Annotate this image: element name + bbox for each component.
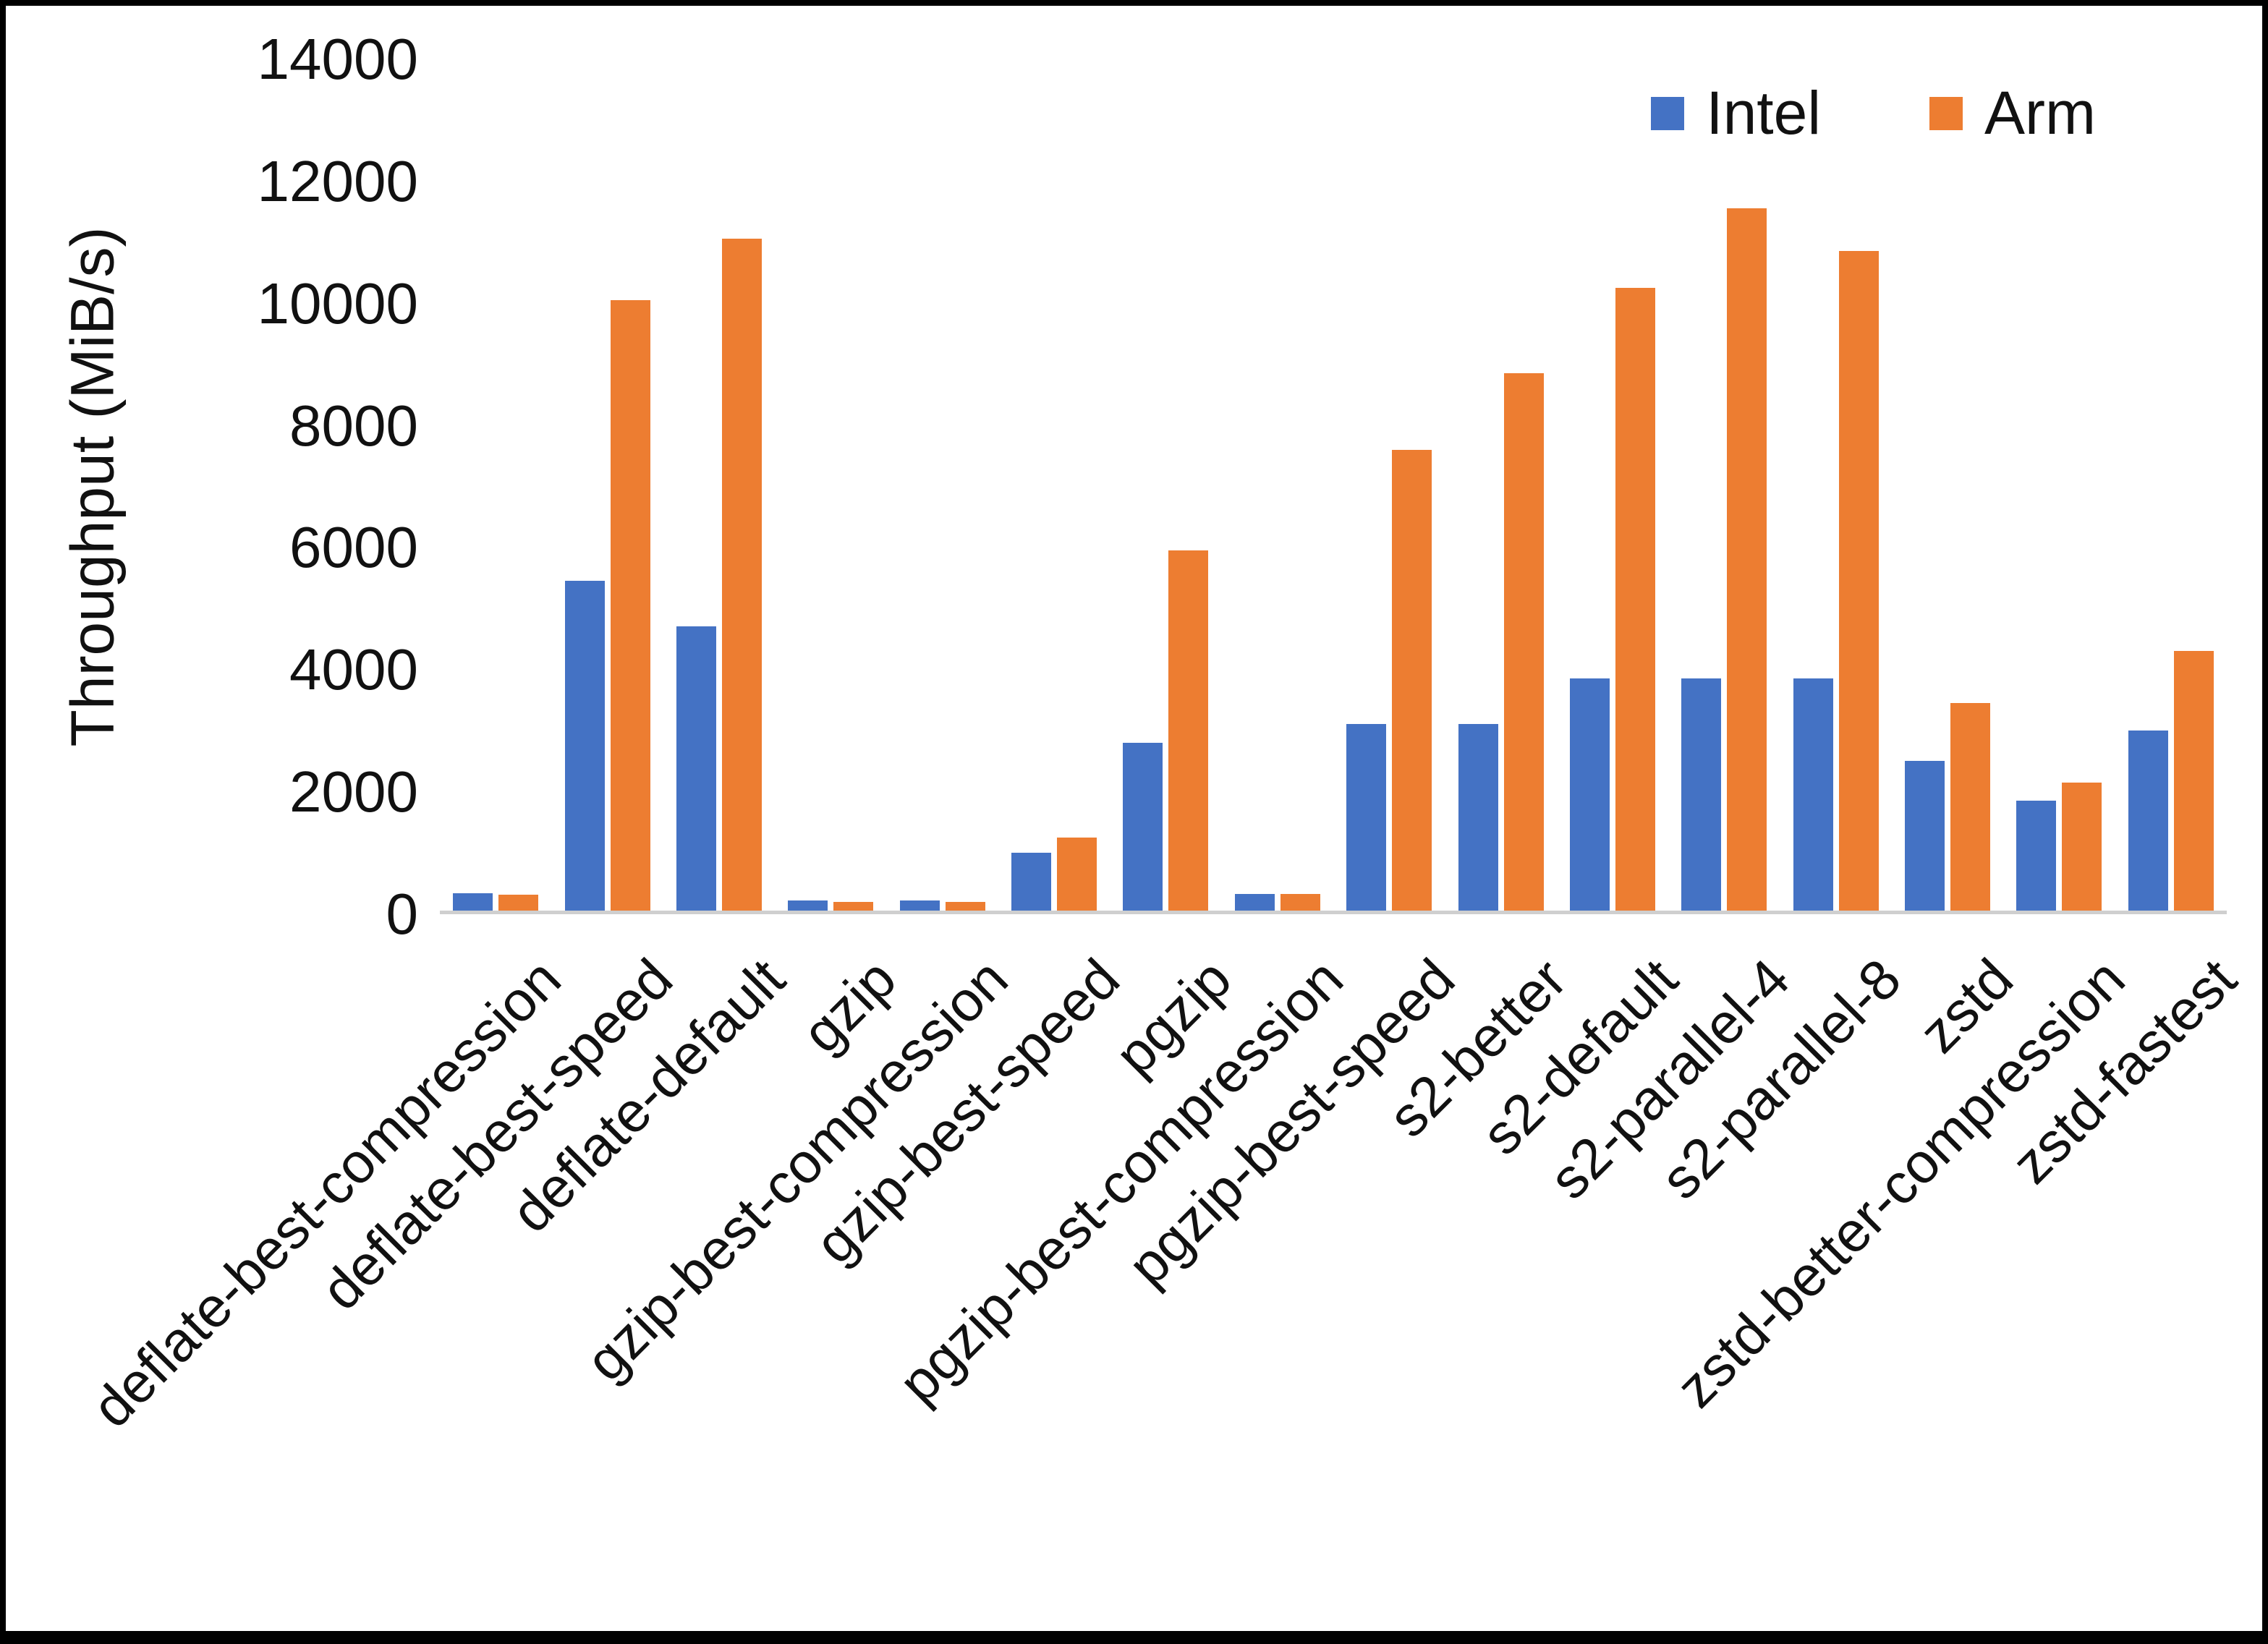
bar-arm-s2-default <box>1615 288 1655 911</box>
legend-label: Intel <box>1706 79 1822 147</box>
plot-area <box>440 59 2227 914</box>
bar-arm-pgzip-best-speed <box>1392 450 1432 911</box>
bar-intel-s2-parallel-8 <box>1793 678 1833 911</box>
bar-intel-gzip <box>788 900 828 911</box>
legend-swatch-intel-icon <box>1651 96 1685 130</box>
bar-arm-gzip-best-compression <box>946 902 985 911</box>
bar-arm-zstd-fastest <box>2174 651 2214 911</box>
legend-label: Arm <box>1984 79 2096 147</box>
y-axis-tick-label: 6000 <box>289 515 418 580</box>
y-axis-tick-label: 4000 <box>289 637 418 702</box>
legend: Intel Arm <box>1651 78 2096 148</box>
bar-intel-gzip-best-compression <box>900 900 940 911</box>
bar-arm-s2-parallel-8 <box>1839 251 1879 911</box>
x-axis-label: deflate-best-compression <box>80 946 574 1440</box>
bar-arm-deflate-best-compression <box>498 895 538 911</box>
bar-intel-pgzip-best-speed <box>1346 724 1386 911</box>
bar-intel-zstd-better-compression <box>2016 801 2056 911</box>
bar-arm-gzip <box>833 902 873 911</box>
y-axis-tick-label: 12000 <box>257 148 418 213</box>
bar-arm-pgzip-best-compression <box>1280 894 1320 911</box>
y-axis-tick-labels: 0 2000 4000 6000 8000 10000 12000 14000 <box>6 6 418 1631</box>
legend-swatch-arm-icon <box>1929 96 1963 130</box>
y-axis-tick-label: 10000 <box>257 271 418 336</box>
y-axis-tick-label: 14000 <box>257 27 418 91</box>
bar-arm-deflate-best-speed <box>611 300 650 911</box>
bar-intel-pgzip <box>1123 743 1163 911</box>
bar-arm-zstd <box>1950 703 1990 911</box>
bar-arm-zstd-better-compression <box>2062 783 2102 911</box>
legend-item-intel: Intel <box>1651 78 1821 148</box>
bar-intel-deflate-best-compression <box>453 893 493 911</box>
bar-intel-s2-parallel-4 <box>1681 678 1721 911</box>
bar-intel-zstd-fastest <box>2128 731 2168 911</box>
bar-intel-gzip-best-speed <box>1011 853 1051 911</box>
bar-arm-s2-better <box>1504 373 1544 911</box>
legend-item-arm: Arm <box>1929 78 2096 148</box>
bar-intel-deflate-default <box>676 626 716 911</box>
bar-intel-s2-better <box>1458 724 1498 911</box>
bar-intel-deflate-best-speed <box>565 581 605 911</box>
y-axis-tick-label: 0 <box>386 882 419 946</box>
bar-arm-deflate-default <box>722 239 762 911</box>
bar-intel-s2-default <box>1570 678 1610 911</box>
x-axis-labels: deflate-best-compression deflate-best-spe… <box>6 6 2262 1631</box>
bar-arm-s2-parallel-4 <box>1727 208 1767 911</box>
y-axis-tick-label: 8000 <box>289 393 418 458</box>
bar-intel-pgzip-best-compression <box>1235 894 1275 911</box>
bar-arm-pgzip <box>1168 550 1208 911</box>
bar-arm-gzip-best-speed <box>1057 838 1097 911</box>
y-axis-tick-label: 2000 <box>289 759 418 825</box>
bar-intel-zstd <box>1905 761 1945 911</box>
